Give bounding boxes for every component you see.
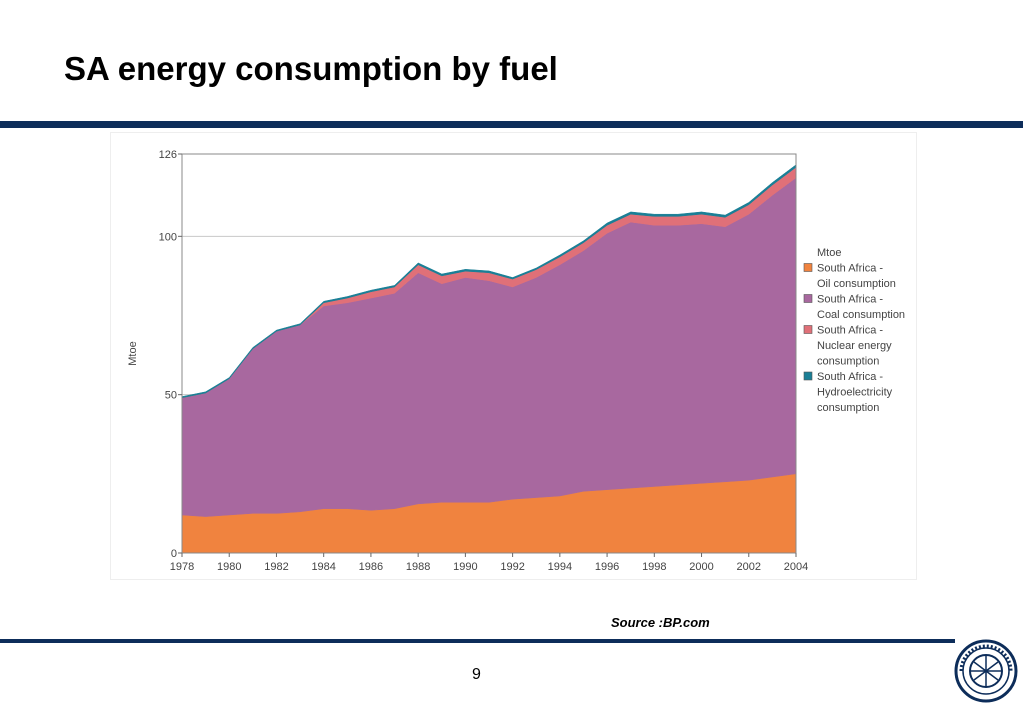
footer-divider [0,639,955,643]
x-tick-label: 1988 [406,561,430,573]
source-note: Source :BP.com [611,615,710,630]
x-tick-label: 2004 [784,561,808,573]
y-tick-label: 126 [159,149,177,161]
legend-entry-4: South Africa -Hydroelectricity consumptio… [817,371,893,414]
slide-title: SA energy consumption by fuel [64,50,558,87]
legend-swatch-2 [803,294,813,303]
area-chart: 0 50 100 126 1978 1980 1982 1984 1986 1988 1990 199… [127,149,905,573]
legend-swatch-1 [803,263,813,272]
x-tick-label: 1978 [170,561,194,573]
legend-title: Mtoe [817,247,841,259]
x-tick-label: 1982 [264,561,288,573]
legend-swatch-3 [803,325,813,334]
x-tick-label: 1994 [548,561,572,573]
y-tick-label: 100 [159,231,177,243]
legend-entry-1: South Africa -Oil consumption [817,263,896,291]
legend-entry-3: South Africa -Nuclear energy consumption [817,325,892,368]
y-axis-label: Mtoe [127,341,139,365]
legend-entry-2: South Africa -Coal consumption [817,294,905,322]
page-number: 9 [472,666,481,683]
plot-frame [181,153,797,554]
x-tick-label: 1980 [217,561,241,573]
x-tick-label: 1992 [500,561,524,573]
y-tick-label: 0 [171,548,177,560]
title-divider [0,121,1023,128]
y-tick-label: 50 [165,390,177,402]
x-tick-label: 2000 [689,561,713,573]
legend-swatch-4 [803,371,813,381]
chart-panel: 0 50 100 126 1978 1980 1982 1984 1986 1988 1990 199… [110,132,917,580]
x-tick-label: 2002 [737,561,761,573]
x-tick-label: 1998 [642,561,666,573]
x-tick-label: 1990 [453,561,477,573]
company-seal-logo [954,639,1018,703]
x-tick-label: 1984 [311,561,335,573]
x-tick-label: 1986 [359,561,383,573]
x-tick-label: 1996 [595,561,619,573]
